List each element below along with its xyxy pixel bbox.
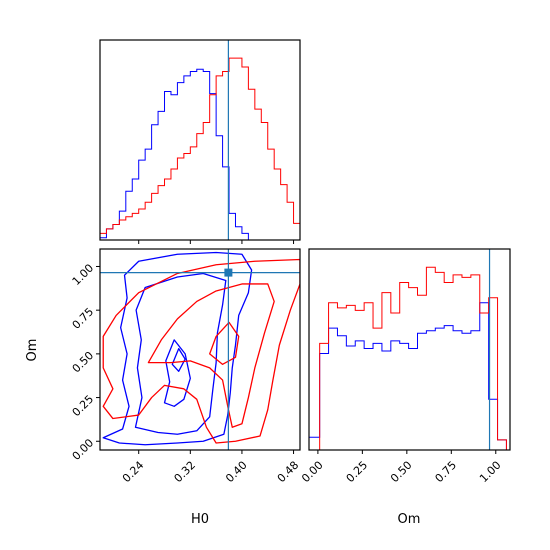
h0-histogram-series — [99, 68, 255, 241]
h0-histogram-series — [99, 57, 301, 240]
h0-histogram-frame — [99, 39, 301, 241]
contour-line — [134, 272, 227, 435]
joint-y-axis-label: Om — [25, 339, 40, 362]
joint-plot-area — [100, 249, 300, 450]
contour-line — [171, 347, 186, 372]
joint-x-axis-label: H0 — [191, 512, 209, 527]
contour-line — [147, 283, 275, 428]
joint-frame — [99, 248, 301, 451]
contour-line — [209, 321, 240, 366]
om-histogram-frame — [308, 248, 511, 451]
truth-marker — [224, 268, 233, 277]
om-histogram-series — [308, 302, 507, 450]
contour-line — [163, 339, 191, 407]
om-histogram-series — [309, 266, 507, 451]
contour-line — [102, 258, 300, 444]
h0-marginal-histogram — [99, 39, 301, 244]
contour-line — [102, 251, 253, 446]
om-x-axis-label: Om — [398, 512, 421, 527]
